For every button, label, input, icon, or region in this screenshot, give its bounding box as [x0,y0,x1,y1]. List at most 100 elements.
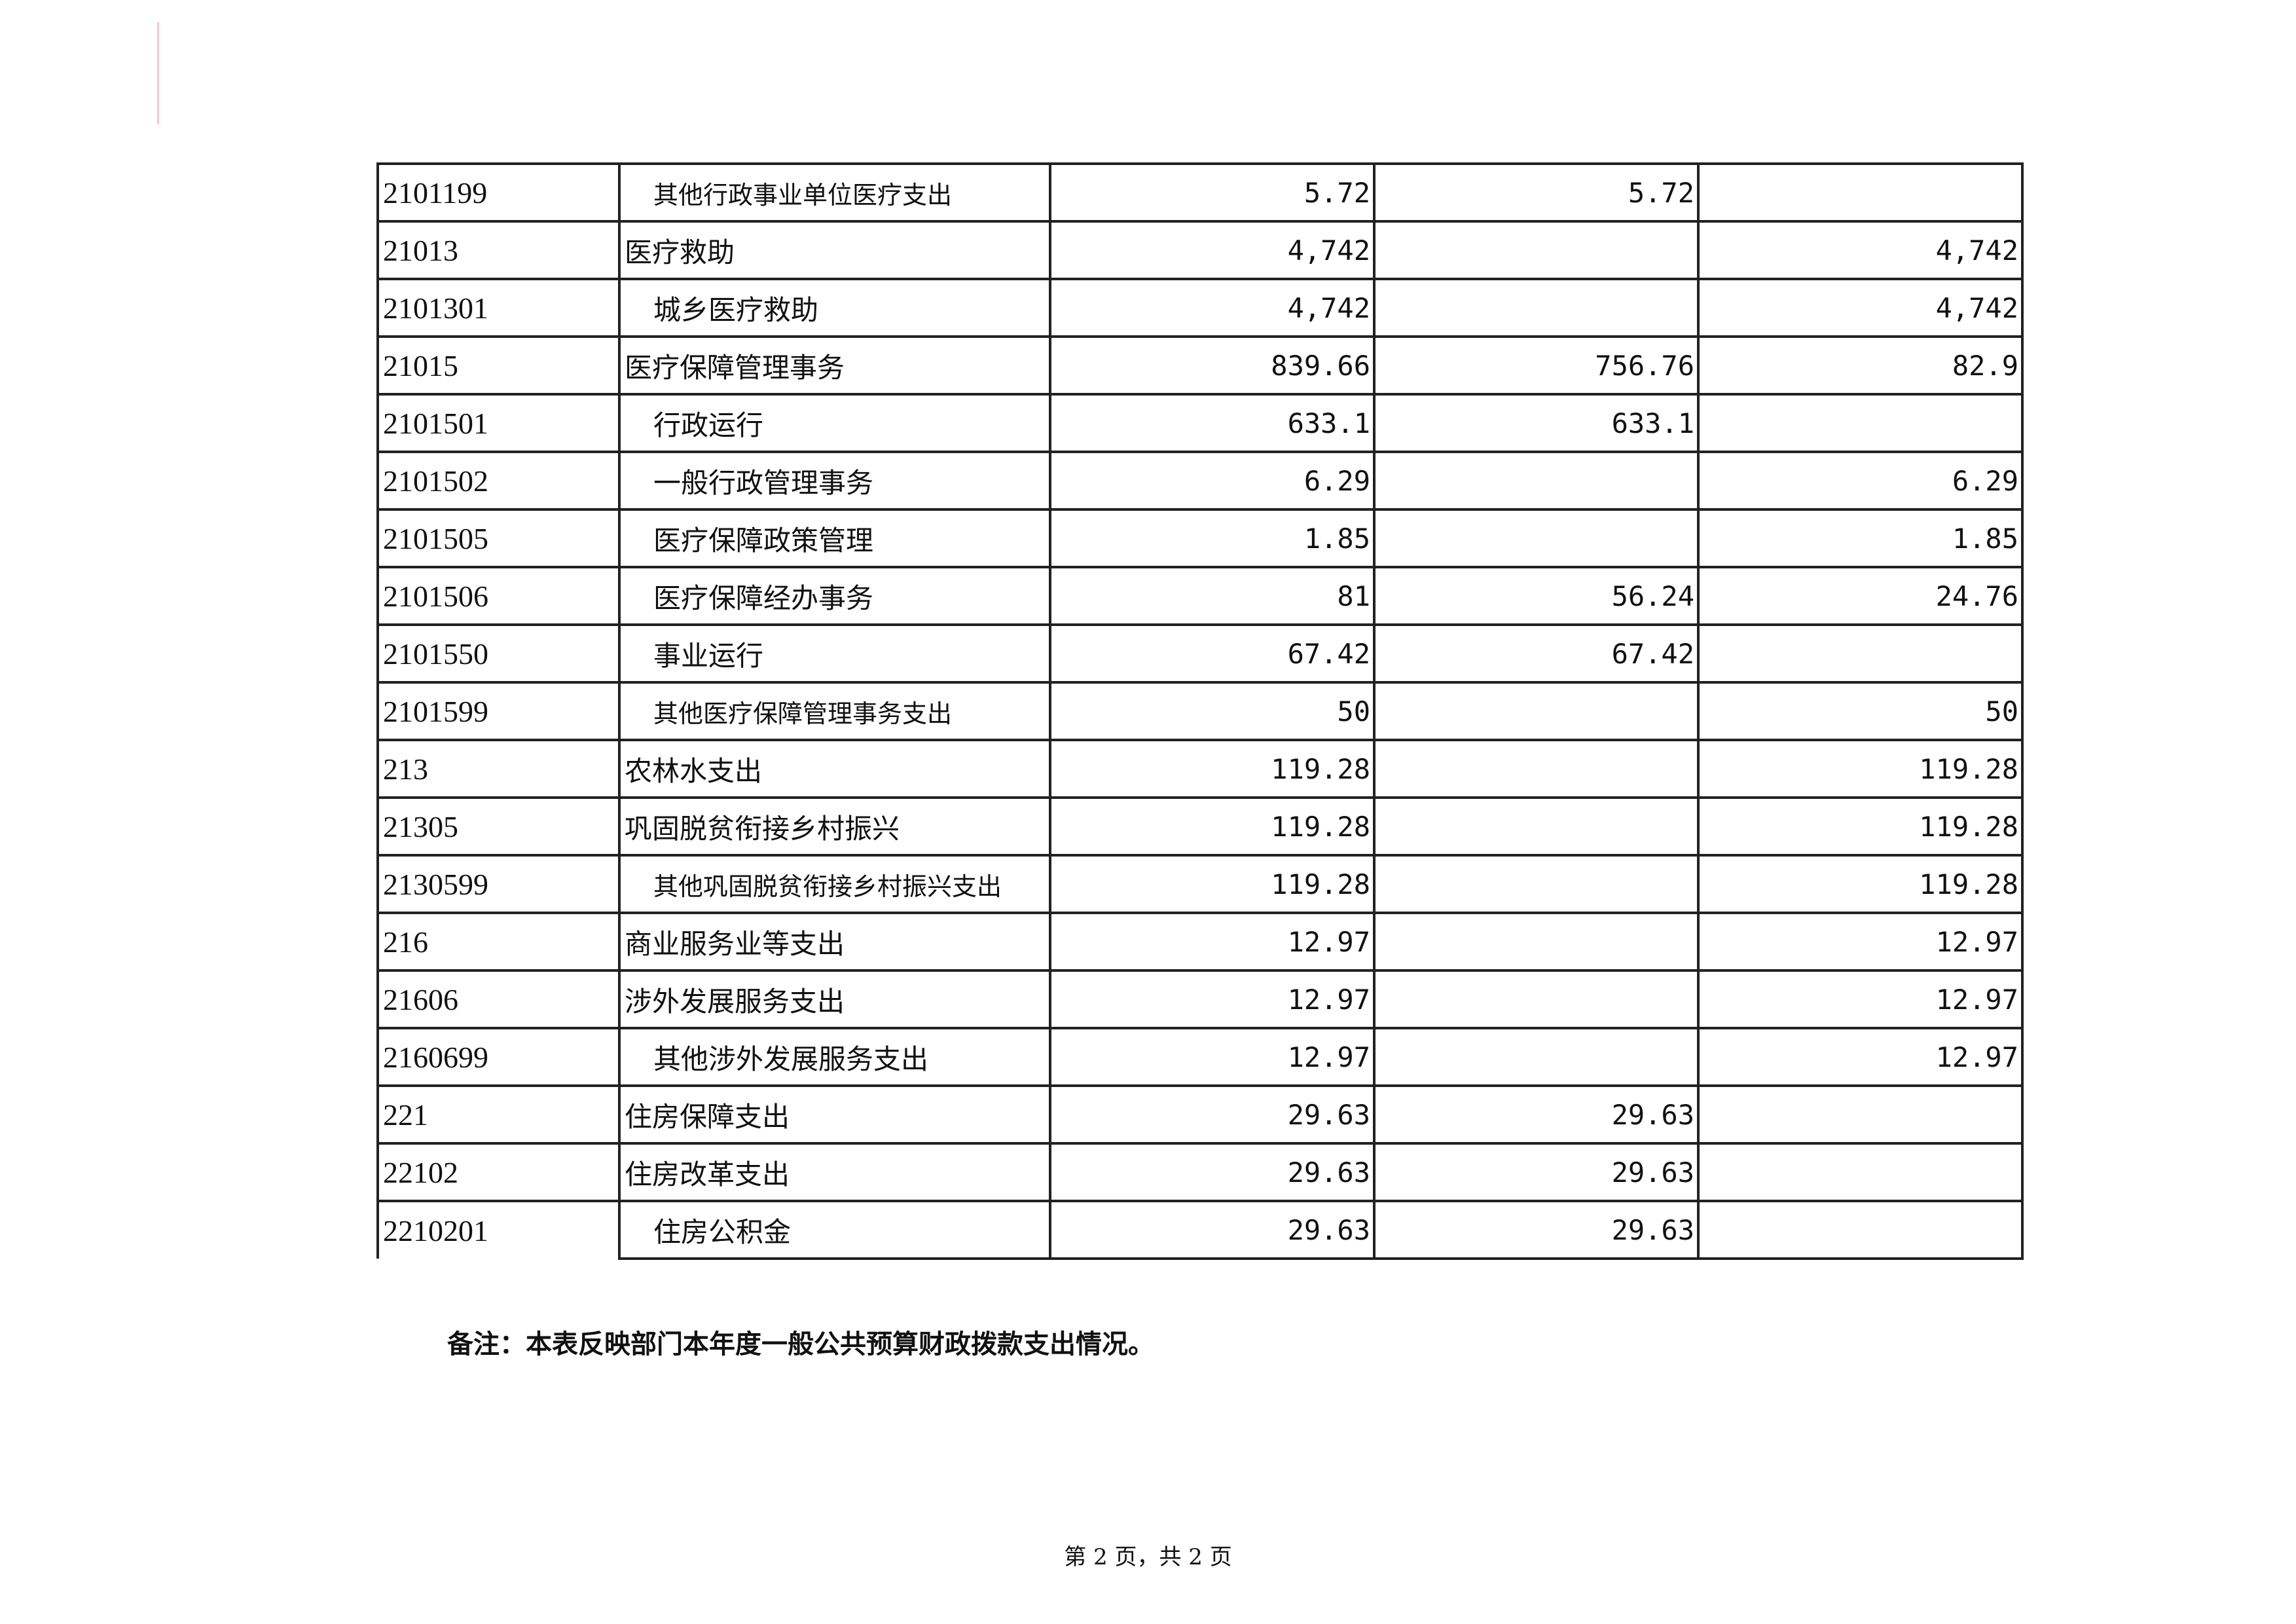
project-cell: 12.97 [1697,969,2024,1029]
total-cell: 12.97 [1049,1027,1376,1087]
name-cell: 其他涉外发展服务支出 [618,1027,1051,1087]
table-row: 21606 涉外发展服务支出 12.97 12.97 [376,969,2024,1029]
project-cell: 4,742 [1697,220,2024,280]
project-cell: 12.97 [1697,1027,2024,1087]
project-cell: 119.28 [1697,796,2024,857]
total-cell: 6.29 [1049,451,1376,511]
basic-cell: 56.24 [1373,566,1700,626]
table-row: 2101301 城乡医疗救助 4,742 4,742 [376,278,2024,338]
table-row: 2101506 医疗保障经办事务 81 56.24 24.76 [376,566,2024,626]
table-row: 22102 住房改革支出 29.63 29.63 [376,1142,2024,1202]
name-cell: 一般行政管理事务 [618,451,1051,511]
basic-cell: 29.63 [1373,1200,1700,1260]
name-cell: 医疗保障管理事务 [618,335,1051,396]
name-cell: 其他巩固脱贫衔接乡村振兴支出 [618,854,1051,914]
code-cell: 2101502 [376,451,621,511]
total-cell: 119.28 [1049,854,1376,914]
page-number: 第 2 页，共 2 页 [1064,1544,1232,1570]
basic-cell [1373,278,1700,338]
total-cell: 29.63 [1049,1200,1376,1260]
name-cell: 医疗救助 [618,220,1051,280]
table-row: 2160699 其他涉外发展服务支出 12.97 12.97 [376,1027,2024,1087]
scan-mark [157,22,159,124]
name-cell: 农林水支出 [618,739,1051,799]
basic-cell [1373,508,1700,568]
table-row: 2101501 行政运行 633.1 633.1 [376,393,2024,453]
basic-cell [1373,681,1700,741]
total-cell: 633.1 [1049,393,1376,453]
code-cell: 2160699 [376,1027,621,1087]
table-row: 2101599 其他医疗保障管理事务支出 50 50 [376,681,2024,741]
code-cell: 21606 [376,969,621,1029]
code-cell: 2101501 [376,393,621,453]
name-cell: 医疗保障政策管理 [618,508,1051,568]
table-row: 2101550 事业运行 67.42 67.42 [376,623,2024,684]
project-cell [1697,623,2024,684]
name-cell: 城乡医疗救助 [618,278,1051,338]
total-cell: 29.63 [1049,1142,1376,1202]
total-cell: 119.28 [1049,796,1376,857]
basic-cell [1373,1027,1700,1087]
name-cell: 涉外发展服务支出 [618,969,1051,1029]
code-cell: 22102 [376,1142,621,1202]
project-cell [1697,1084,2024,1145]
code-cell: 2130599 [376,854,621,914]
name-cell: 商业服务业等支出 [618,912,1051,972]
name-cell: 住房公积金 [618,1200,1051,1260]
project-cell: 6.29 [1697,451,2024,511]
basic-cell [1373,220,1700,280]
code-cell: 21015 [376,335,621,396]
code-cell: 2101199 [376,162,621,223]
code-cell: 221 [376,1084,621,1145]
table-row: 216 商业服务业等支出 12.97 12.97 [376,912,2024,972]
code-cell: 213 [376,739,621,799]
code-cell: 2101550 [376,623,621,684]
basic-cell [1373,739,1700,799]
basic-cell [1373,854,1700,914]
table-row: 2130599 其他巩固脱贫衔接乡村振兴支出 119.28 119.28 [376,854,2024,914]
code-cell: 2101506 [376,566,621,626]
total-cell: 12.97 [1049,912,1376,972]
table-row: 2210201 住房公积金 29.63 29.63 [376,1200,2024,1260]
total-cell: 67.42 [1049,623,1376,684]
total-cell: 50 [1049,681,1376,741]
basic-cell: 756.76 [1373,335,1700,396]
code-cell: 216 [376,912,621,972]
code-cell: 2101301 [376,278,621,338]
name-cell: 住房保障支出 [618,1084,1051,1145]
name-cell: 医疗保障经办事务 [618,566,1051,626]
total-cell: 4,742 [1049,278,1376,338]
table-row: 21305 巩固脱贫衔接乡村振兴 119.28 119.28 [376,796,2024,857]
table-row: 2101502 一般行政管理事务 6.29 6.29 [376,451,2024,511]
project-cell: 4,742 [1697,278,2024,338]
table-row: 2101505 医疗保障政策管理 1.85 1.85 [376,508,2024,568]
project-cell [1697,393,2024,453]
total-cell: 5.72 [1049,162,1376,223]
code-cell: 2210201 [376,1200,621,1259]
basic-cell: 5.72 [1373,162,1700,223]
project-cell [1697,162,2024,223]
table-row: 21015 医疗保障管理事务 839.66 756.76 82.9 [376,335,2024,396]
table-row: 213 农林水支出 119.28 119.28 [376,739,2024,799]
basic-cell [1373,796,1700,857]
project-cell: 119.28 [1697,739,2024,799]
table-row: 2101199 其他行政事业单位医疗支出 5.72 5.72 [376,162,2024,223]
name-cell: 其他医疗保障管理事务支出 [618,681,1051,741]
project-cell [1697,1200,2024,1260]
name-cell: 住房改革支出 [618,1142,1051,1202]
name-cell: 事业运行 [618,623,1051,684]
project-cell: 82.9 [1697,335,2024,396]
name-cell: 行政运行 [618,393,1051,453]
table-row: 21013 医疗救助 4,742 4,742 [376,220,2024,280]
total-cell: 839.66 [1049,335,1376,396]
name-cell: 其他行政事业单位医疗支出 [618,162,1051,223]
total-cell: 81 [1049,566,1376,626]
expenditure-table: 2101199 其他行政事业单位医疗支出 5.72 5.72 21013 医疗救助 4,74… [376,162,2024,1260]
basic-cell: 633.1 [1373,393,1700,453]
basic-cell [1373,912,1700,972]
table-note: 备注：本表反映部门本年度一般公共预算财政拨款支出情况。 [447,1329,1154,1359]
basic-cell: 29.63 [1373,1084,1700,1145]
project-cell [1697,1142,2024,1202]
basic-cell [1373,969,1700,1029]
basic-cell [1373,451,1700,511]
